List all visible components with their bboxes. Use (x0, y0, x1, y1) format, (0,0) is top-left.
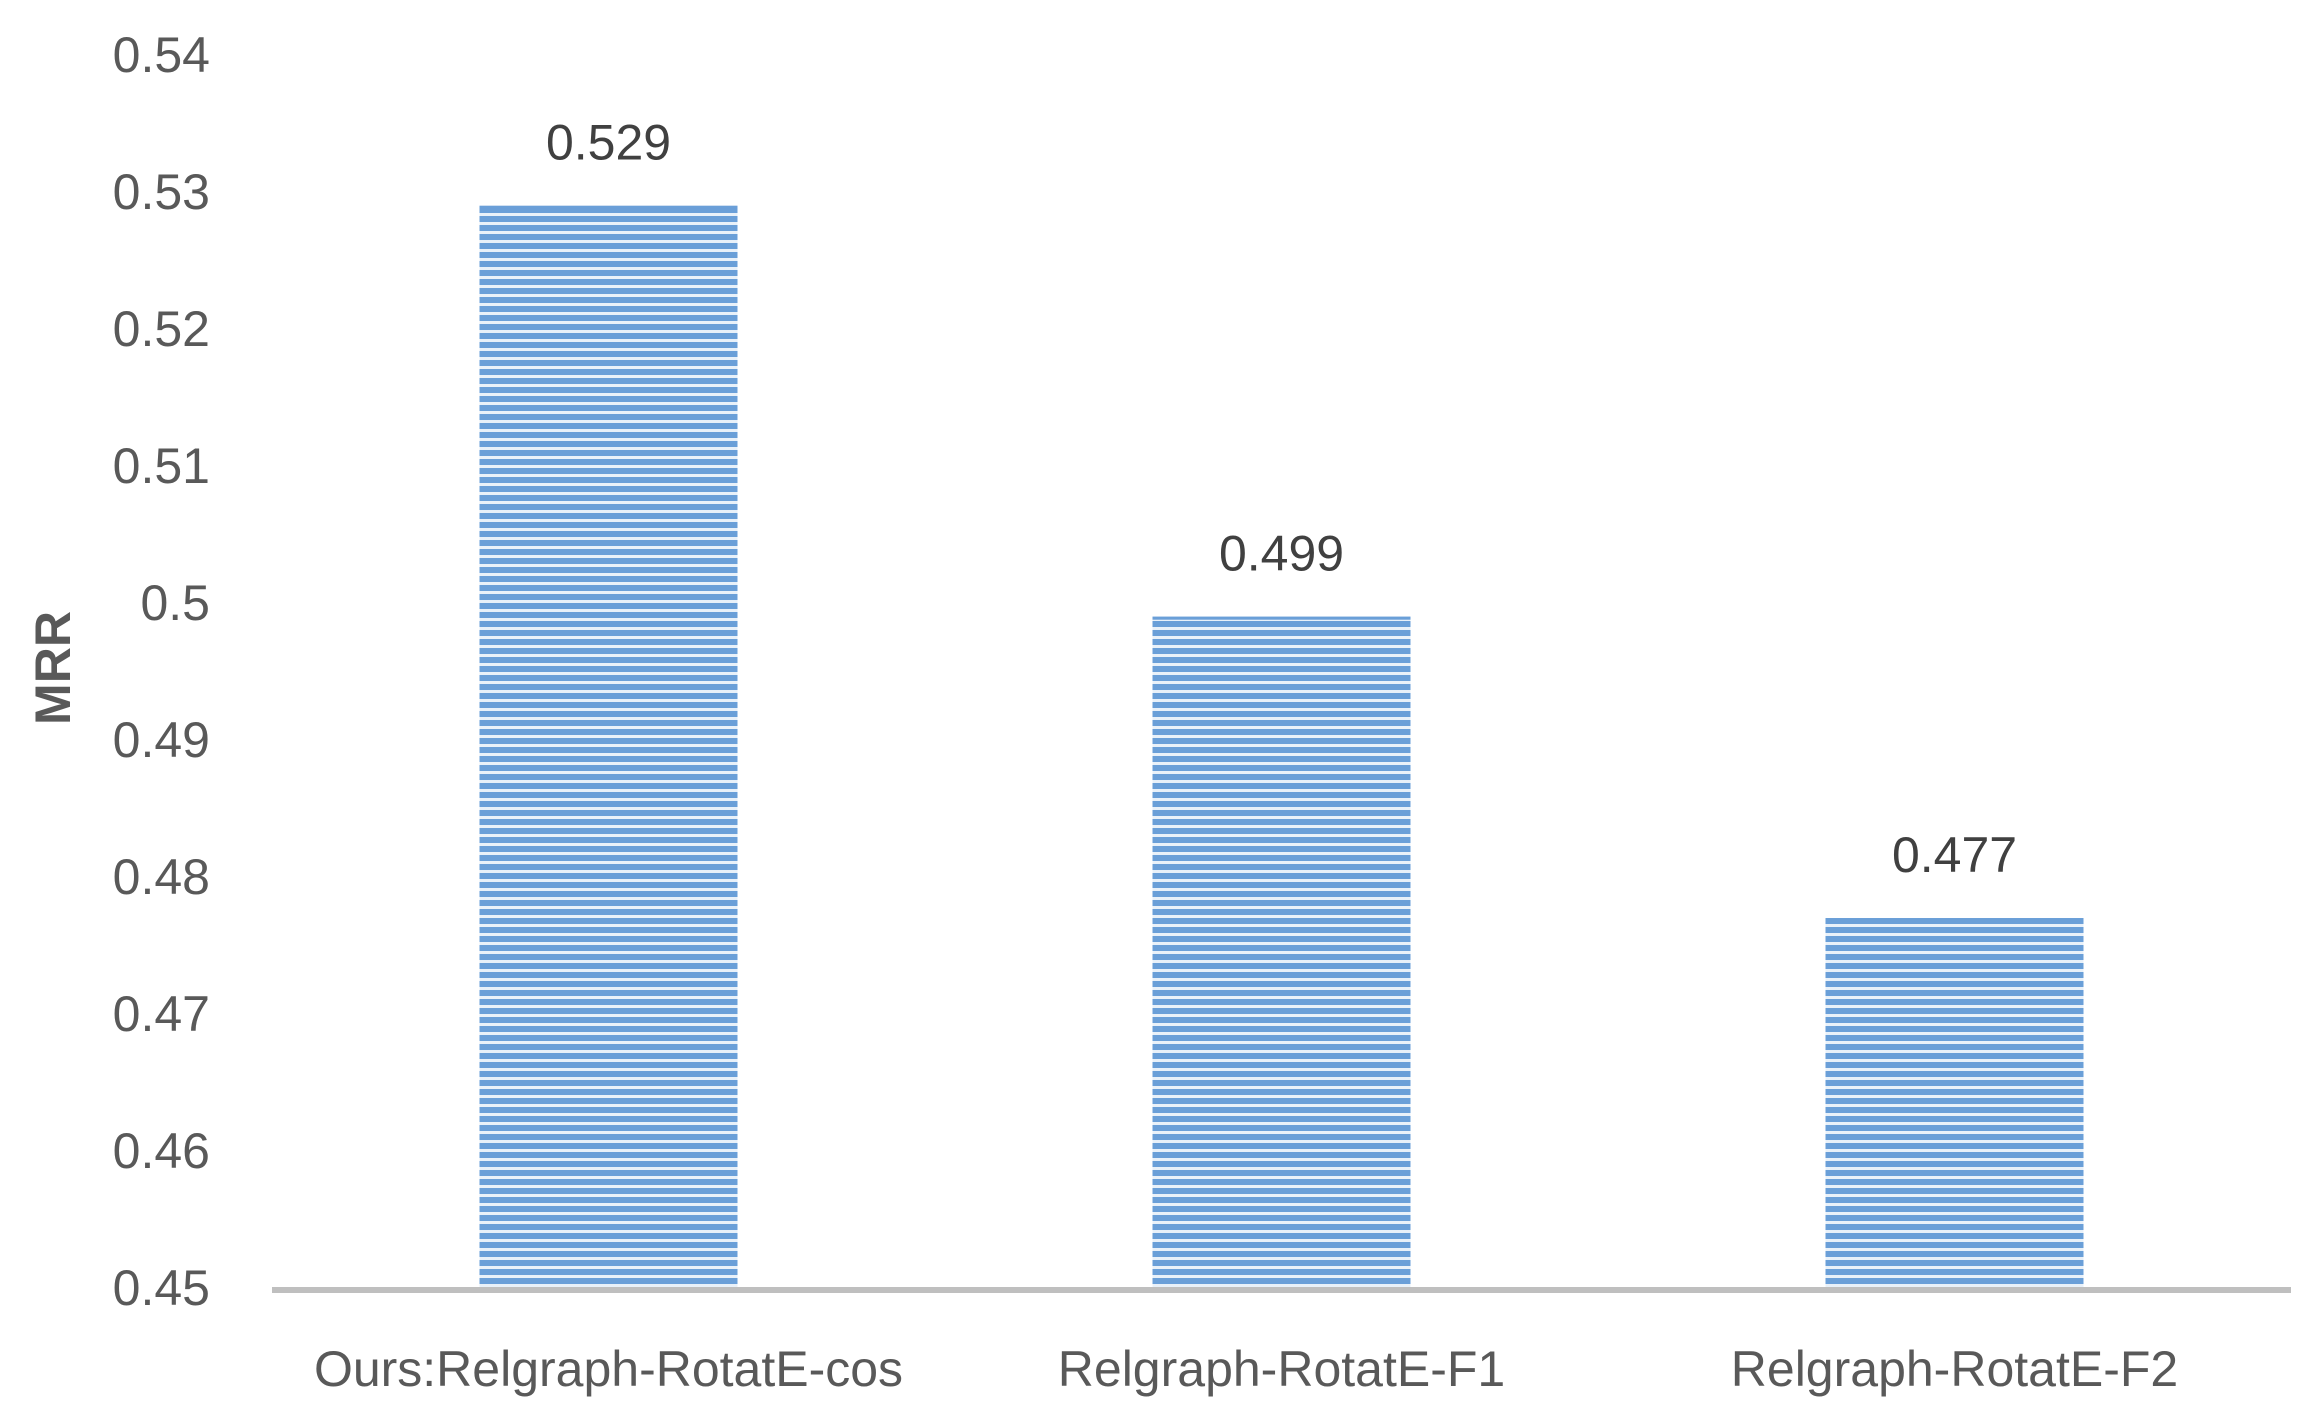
data-label: 0.529 (546, 115, 671, 171)
data-labels: 0.529 0.499 0.477 (546, 115, 2017, 883)
y-tick-label: 0.47 (113, 986, 210, 1042)
bar-top-edge (1152, 616, 1411, 620)
y-tick-label: 0.5 (140, 575, 210, 631)
bar (1825, 918, 2084, 1288)
bar-top-edge (479, 205, 738, 209)
y-tick-label: 0.54 (113, 27, 210, 83)
y-tick-label: 0.48 (113, 849, 210, 905)
data-label: 0.499 (1219, 526, 1344, 582)
y-tick-label: 0.51 (113, 438, 210, 494)
y-tick-label: 0.49 (113, 712, 210, 768)
category-label: Relgraph-RotatE-F1 (1058, 1341, 1505, 1397)
data-label: 0.477 (1892, 827, 2017, 883)
y-tick-label: 0.53 (113, 164, 210, 220)
category-label: Relgraph-RotatE-F2 (1731, 1341, 2178, 1397)
y-tick-label: 0.46 (113, 1123, 210, 1179)
y-axis-label: MRR (25, 611, 81, 725)
y-axis-ticks: 0.54 0.53 0.52 0.51 0.5 0.49 0.48 0.47 0.46 0.45 (113, 27, 210, 1316)
bars (479, 205, 2084, 1289)
bar-top-edge (1825, 918, 2084, 922)
category-labels: Ours:Relgraph-RotatE-cos Relgraph-RotatE-… (314, 1341, 2178, 1397)
category-label: Ours:Relgraph-RotatE-cos (314, 1341, 903, 1397)
y-tick-label: 0.45 (113, 1260, 210, 1316)
bar (479, 205, 738, 1289)
y-tick-label: 0.52 (113, 301, 210, 357)
bar (1152, 616, 1411, 1288)
